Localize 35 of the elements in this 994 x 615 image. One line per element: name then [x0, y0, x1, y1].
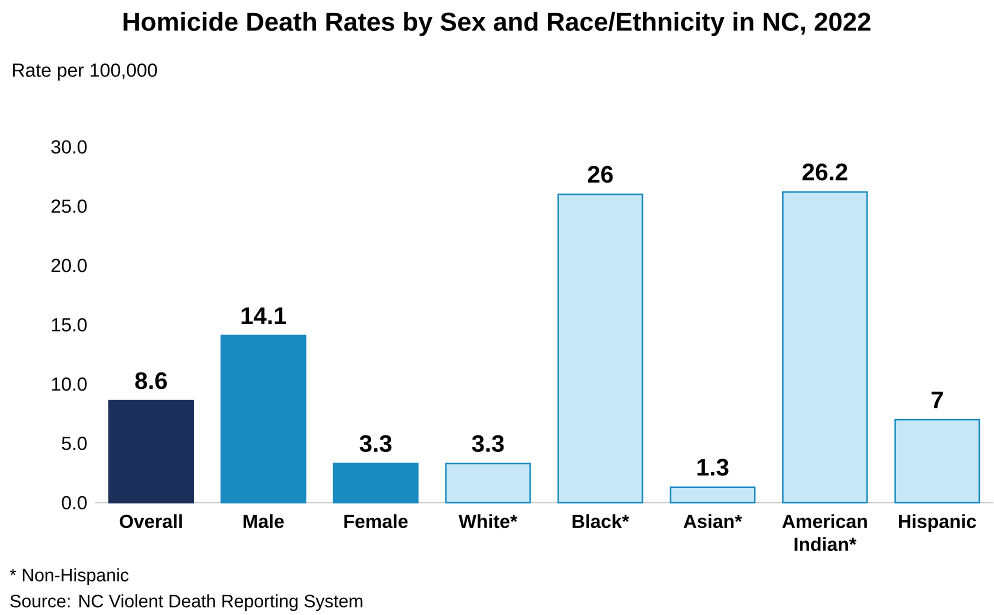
y-tick-label: 0.0 [62, 496, 87, 510]
data-label: 8.6 [135, 372, 167, 390]
x-tick-label: Overall [120, 514, 182, 528]
x-tick-label: Asian* [684, 514, 742, 528]
data-label: 14.1 [242, 308, 286, 324]
data-label: 3.3 [360, 435, 392, 452]
y-axis-title: Rate per 100,000 [13, 64, 157, 81]
y-tick-label: 15.0 [52, 318, 87, 332]
data-label: 26.2 [802, 164, 848, 181]
bar [445, 462, 531, 504]
bar [108, 400, 194, 504]
source-note: Source: NC Violent Death Reporting System [10, 594, 362, 612]
x-tick-label: American Indian* [782, 514, 867, 552]
y-tick-label: 20.0 [52, 258, 87, 272]
x-tick-label: Female [344, 514, 408, 528]
bar [670, 486, 756, 504]
bar [782, 191, 868, 504]
bar [894, 419, 980, 504]
text: * Non-Hispanic [10, 568, 129, 586]
bar [557, 194, 644, 504]
x-tick-label: Hispanic [899, 514, 976, 532]
y-tick-label: 5.0 [62, 436, 87, 450]
x-tick-label: White* [458, 514, 518, 528]
data-label: 26 [588, 166, 613, 184]
y-tick-label: 30.0 [51, 140, 87, 154]
data-label: 3.3 [472, 435, 504, 452]
y-tick-label: 10.0 [52, 378, 87, 391]
data-label: 1.3 [698, 458, 728, 476]
chart-title: Homicide Death Rates by Sex and Race/Ethnicity in NC, 2022 [124, 12, 870, 36]
data-label: 7 [932, 392, 943, 408]
y-tick-label: 25.0 [52, 200, 87, 214]
x-tick-label: Black* [572, 514, 630, 528]
x-tick-label: Male [244, 514, 284, 528]
bar [332, 462, 419, 504]
bar [220, 334, 306, 504]
